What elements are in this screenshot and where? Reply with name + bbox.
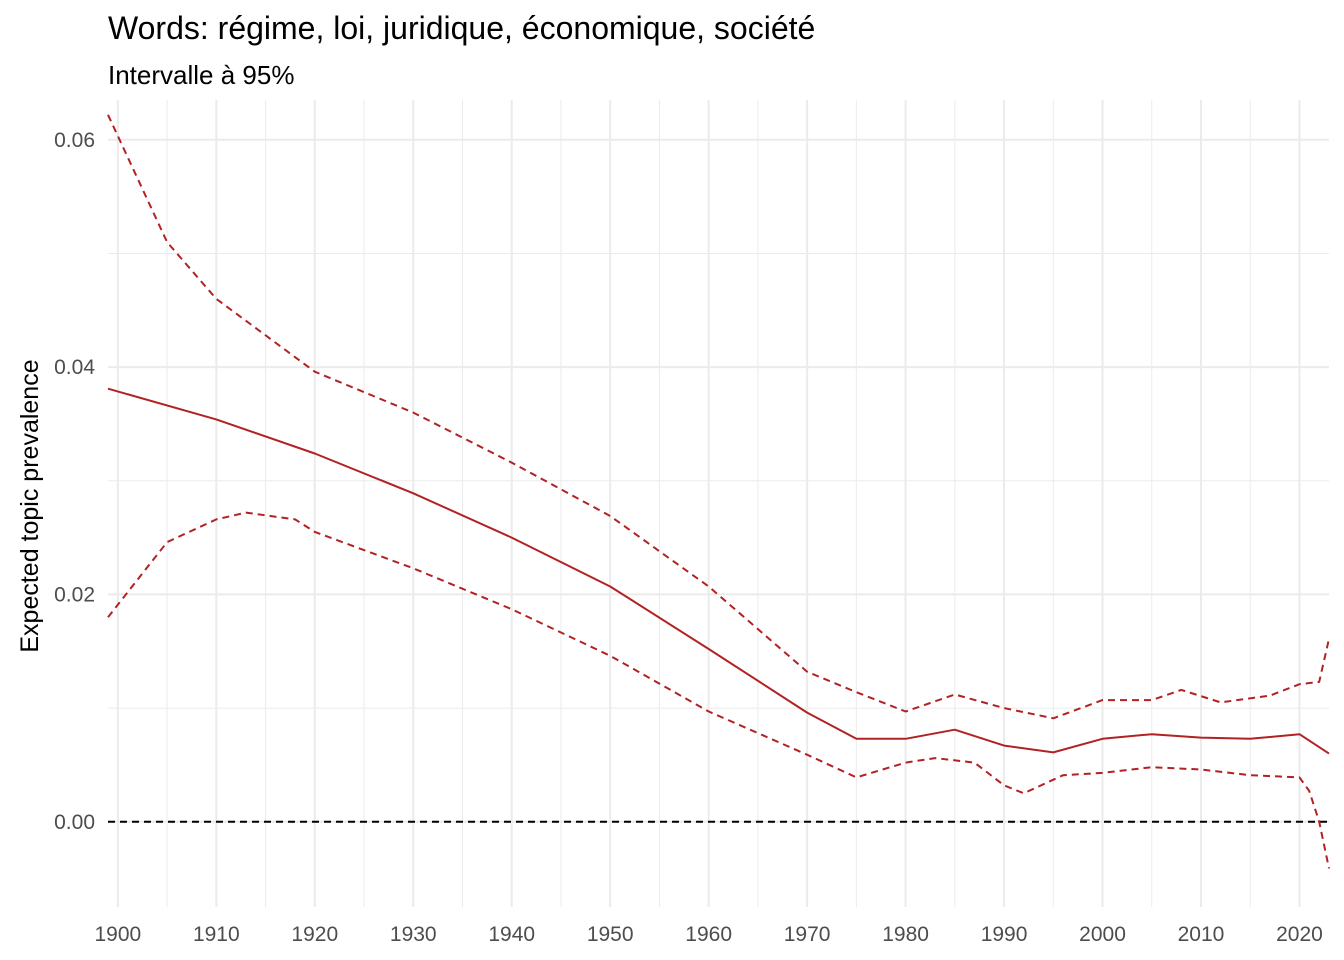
lower-ci-line	[107, 511, 1330, 869]
x-tick-label: 2020	[1276, 923, 1323, 946]
x-tick-label: 1990	[981, 923, 1028, 946]
x-tick-label: 2000	[1079, 923, 1126, 946]
x-tick-label: 1900	[94, 923, 141, 946]
mean-line	[107, 387, 1330, 755]
x-tick-label: 1980	[882, 923, 929, 946]
chart-subtitle: Intervalle à 95%	[108, 60, 295, 90]
chart-title: Words: régime, loi, juridique, économiqu…	[108, 10, 816, 46]
y-tick-label: 0.00	[54, 811, 95, 834]
y-tick-label: 0.04	[54, 356, 95, 379]
x-tick-label: 1910	[193, 923, 240, 946]
y-axis-label: Expected topic prevalence	[16, 359, 44, 652]
x-tick-label: 1960	[685, 923, 732, 946]
x-tick-label: 1920	[291, 923, 338, 946]
x-tick-label: 2010	[1178, 923, 1225, 946]
y-tick-label: 0.02	[54, 583, 95, 606]
x-tick-label: 1930	[390, 923, 437, 946]
y-tick-label: 0.06	[54, 129, 95, 152]
x-tick-label: 1950	[587, 923, 634, 946]
x-tick-label: 1970	[784, 923, 831, 946]
upper-ci-line	[107, 114, 1330, 720]
x-tick-label: 1940	[488, 923, 535, 946]
